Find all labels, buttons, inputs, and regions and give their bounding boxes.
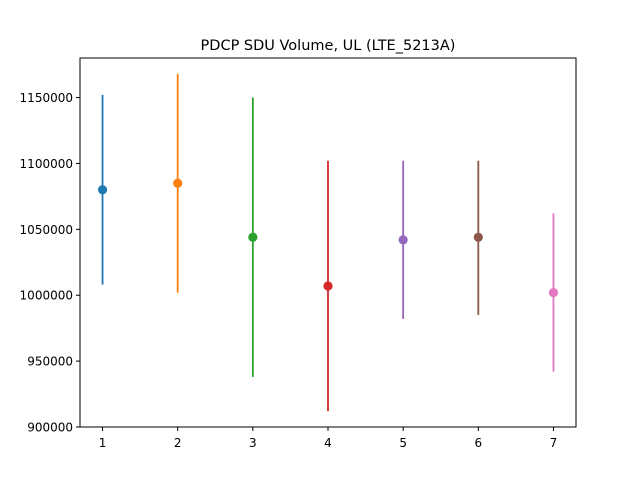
x-tick-label: 1 <box>99 436 107 450</box>
x-tick-label: 2 <box>174 436 182 450</box>
data-point-4 <box>323 281 333 291</box>
x-tick-label: 7 <box>550 436 558 450</box>
chart-title: PDCP SDU Volume, UL (LTE_5213A) <box>201 38 456 54</box>
x-tick-label: 6 <box>474 436 482 450</box>
y-tick-label: 1100000 <box>20 157 73 171</box>
y-tick-label: 900000 <box>27 421 73 435</box>
data-point-3 <box>248 232 258 242</box>
data-point-7 <box>548 287 559 298</box>
data-point-5 <box>398 235 408 245</box>
data-point-6 <box>473 232 483 242</box>
data-point-2 <box>173 178 183 188</box>
y-tick-label: 1050000 <box>20 223 73 237</box>
x-tick-label: 5 <box>399 436 407 450</box>
y-tick-label: 950000 <box>27 355 73 369</box>
data-point-1 <box>97 185 108 195</box>
plot-area: 1 2 3 4 5 6 7 900000 950000 1000000 1050000 1100000… <box>20 57 577 450</box>
x-tick-label: 3 <box>249 436 257 450</box>
x-tick-label: 4 <box>324 436 332 450</box>
y-tick-label: 1150000 <box>20 91 73 105</box>
y-tick-label: 1000000 <box>20 289 73 303</box>
